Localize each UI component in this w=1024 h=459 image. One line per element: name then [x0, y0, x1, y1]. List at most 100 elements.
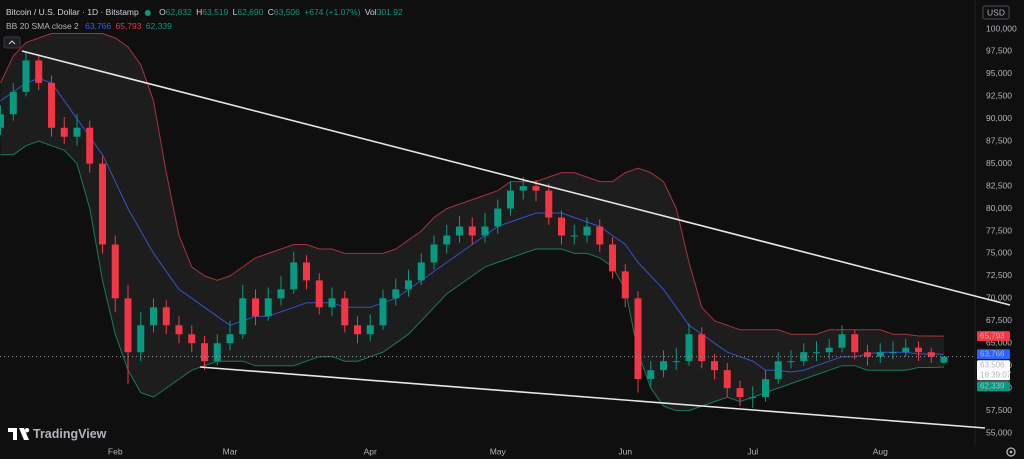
candle-body — [48, 82, 55, 128]
y-tick-label: 92,500 — [986, 91, 1012, 101]
price-tag — [977, 331, 1010, 342]
y-tick-label: 97,500 — [986, 46, 1012, 56]
change-value: +674 (+1.07%) — [304, 7, 360, 17]
y-tick-label: 90,000 — [986, 113, 1012, 123]
volume-value: 301.92 — [377, 7, 403, 17]
candle-body — [417, 262, 425, 281]
candle-body — [137, 325, 145, 353]
candle-body — [73, 127, 81, 137]
candle-body — [851, 334, 859, 353]
collapse-icon[interactable] — [8, 40, 16, 45]
close-prefix: C — [268, 7, 274, 17]
candle-body — [366, 325, 374, 335]
candle-body — [9, 91, 17, 115]
candle-body — [660, 361, 667, 371]
price-tag — [977, 381, 1010, 392]
candle-body — [532, 186, 540, 191]
candle-body — [264, 298, 272, 317]
y-tick-label: 70,000 — [986, 293, 1012, 303]
x-tick-label: Mar — [223, 446, 238, 456]
indicator-line: BB 20 SMA close 2 63,766 65,793 62,339 — [6, 21, 172, 31]
candle-body — [315, 280, 323, 308]
price-tag — [977, 349, 1010, 360]
collapse-button-box[interactable] — [3, 36, 21, 49]
candle-body — [762, 379, 769, 398]
candle-body — [0, 114, 4, 128]
candle-body — [111, 244, 119, 299]
low-prefix: L — [233, 7, 238, 17]
y-tick-label: 100,000 — [986, 23, 1017, 33]
y-tick-label: 77,500 — [986, 225, 1012, 235]
y-tick-label: 80,000 — [986, 203, 1012, 213]
candle-body — [609, 244, 616, 272]
candle-body — [99, 163, 106, 245]
candle-body — [468, 226, 476, 236]
y-tick-label: 75,000 — [986, 248, 1012, 258]
candle-body — [201, 343, 208, 362]
y-tick-label: 57,500 — [986, 405, 1012, 415]
candle-body — [277, 289, 285, 299]
indicator-value: 65,793 — [116, 21, 142, 31]
candle-body — [392, 289, 400, 299]
candle-body — [685, 334, 693, 362]
currency-box[interactable] — [982, 5, 1010, 20]
symbol-title: Bitcoin / U.S. Dollar · 1D · Bitstamp — [6, 7, 139, 17]
candle-body — [723, 370, 731, 389]
low-value: 62,690 — [237, 7, 263, 17]
y-tick-label: 55,000 — [986, 427, 1012, 437]
price-tag-label: 63,506 — [980, 361, 1005, 370]
candle-body — [481, 226, 489, 236]
candle-body — [430, 244, 438, 263]
candle-body — [303, 262, 310, 281]
candle-body — [456, 226, 463, 236]
band-line — [0, 33, 945, 337]
band-line — [0, 140, 945, 412]
candle-body — [226, 334, 234, 344]
y-tick-label: 72,500 — [986, 270, 1012, 280]
indicator-value: 63,766 — [85, 21, 111, 31]
candle-body — [864, 352, 871, 357]
candle-body — [787, 361, 795, 363]
y-tick-label: 87,500 — [986, 135, 1012, 145]
candle-body — [213, 343, 221, 362]
candle-body — [22, 60, 30, 92]
candle-body — [711, 361, 718, 371]
candle-body — [188, 334, 196, 344]
candle-body — [825, 347, 833, 353]
candle-body — [583, 226, 591, 236]
collapse-button[interactable] — [3, 36, 21, 49]
candle-body — [902, 347, 910, 353]
candle-body — [354, 325, 361, 335]
candle-body — [545, 190, 553, 218]
candle-body — [927, 352, 935, 357]
x-tick-label: Feb — [108, 446, 123, 456]
price-tag-label: 65,793 — [980, 332, 1005, 341]
candle-body — [86, 127, 94, 164]
candle-body — [328, 298, 336, 308]
candle-body — [749, 397, 757, 399]
settings-button[interactable] — [1006, 447, 1016, 457]
candle-body — [379, 298, 387, 326]
candle-body — [634, 298, 642, 380]
header-line: Bitcoin / U.S. Dollar · 1D · Bitstamp O6… — [6, 7, 403, 17]
candle-body — [736, 388, 744, 398]
candle-body — [838, 334, 846, 348]
price-tag — [977, 360, 1010, 381]
candle-body — [507, 190, 514, 209]
currency-button[interactable]: USD — [982, 5, 1010, 20]
indicator-name: BB 20 SMA close 2 — [6, 21, 79, 31]
y-tick-label: 67,500 — [986, 315, 1012, 325]
open-value: 62,832 — [166, 7, 192, 17]
x-tick-label: Jun — [618, 446, 632, 456]
x-tick-label: Aug — [873, 446, 888, 456]
settings-icon[interactable] — [1006, 447, 1016, 457]
candle-body — [596, 226, 604, 245]
brand-icon — [8, 428, 30, 440]
currency-label[interactable]: USD — [987, 7, 1005, 17]
settings-icon-center[interactable] — [1009, 450, 1013, 454]
price-tag-label: 63,766 — [980, 350, 1005, 359]
candle-body — [35, 60, 43, 83]
